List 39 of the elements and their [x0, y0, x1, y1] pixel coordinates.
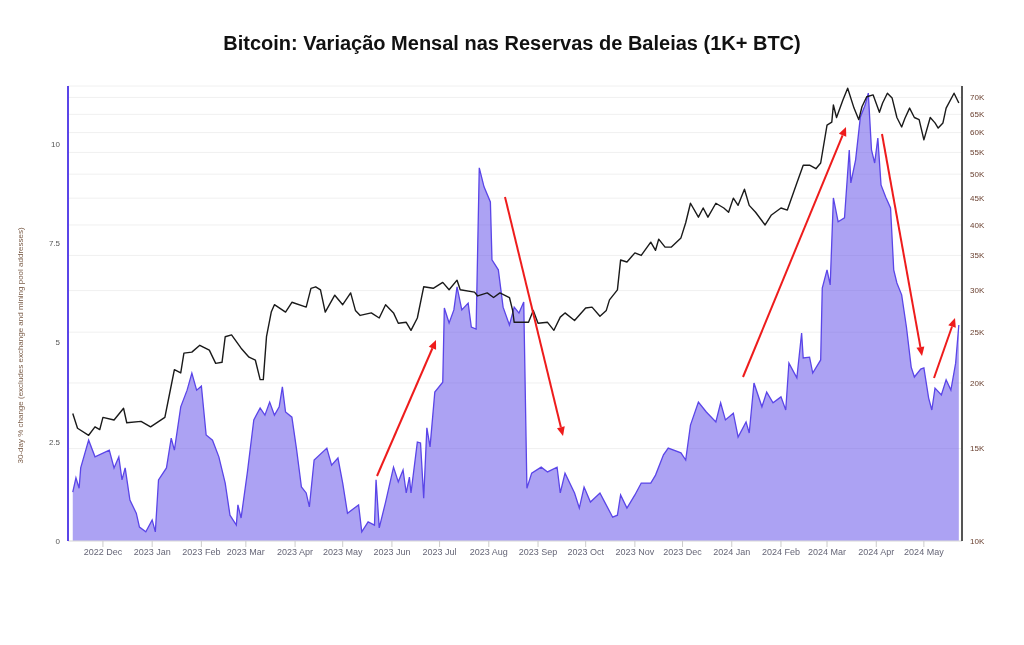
y2-tick-label: 70K [970, 93, 985, 103]
y-tick-label: 2.5 [48, 437, 61, 447]
y2-tick-label: 30K [970, 286, 985, 296]
y2-tick-label: 40K [970, 220, 985, 230]
x-tick-label: 2022 Dec [83, 547, 123, 558]
line-series [72, 87, 960, 436]
x-tick-label: 2023 Aug [469, 547, 508, 558]
x-tick-label: 2023 Apr [277, 547, 314, 558]
y2-tick-label: 35K [970, 251, 985, 261]
y2-tick-label: 45K [970, 193, 985, 203]
y-tick-label: 0 [55, 536, 61, 546]
x-tick-label: 2023 Feb [182, 547, 221, 558]
x-tick-label: 2023 May [322, 547, 363, 558]
x-tick-label: 2024 Jan [713, 547, 751, 558]
y2-tick-label: 55K [970, 148, 985, 158]
x-tick-label: 2023 Sep [518, 547, 558, 558]
x-tick-label: 2023 Jan [133, 547, 171, 558]
x-tick-label: 2023 Oct [567, 547, 605, 558]
y2-tick-label: 20K [970, 378, 985, 388]
y2-tick-label: 50K [970, 169, 985, 179]
x-tick-label: 2024 Feb [761, 547, 800, 558]
y-tick-label: 10 [51, 139, 61, 149]
y-tick-label: 7.5 [48, 239, 61, 249]
x-tick-label: 2023 Jun [373, 547, 411, 558]
x-tick-label: 2023 Jul [422, 547, 457, 558]
y2-tick-label: 10K [970, 536, 985, 546]
y-axis-title: 30-day % change (excludes exchange and mining pool addresses) [15, 227, 25, 464]
x-tick-label: 2023 Nov [615, 547, 655, 558]
y2-tick-label: 60K [970, 128, 985, 138]
x-tick-label: 2023 Mar [226, 547, 265, 558]
x-tick-label: 2024 Mar [808, 547, 847, 558]
x-tick-label: 2023 Dec [663, 547, 703, 558]
x-tick-label: 2024 Apr [858, 547, 895, 558]
x-tick-label: 2024 May [904, 547, 945, 558]
chart-title: Bitcoin: Variação Mensal nas Reservas de Baleias (1K+ BTC) [222, 30, 802, 56]
y2-tick-label: 25K [970, 327, 985, 337]
y-tick-label: 5 [55, 338, 61, 348]
y2-tick-label: 15K [970, 444, 985, 454]
y2-tick-label: 65K [970, 110, 985, 120]
